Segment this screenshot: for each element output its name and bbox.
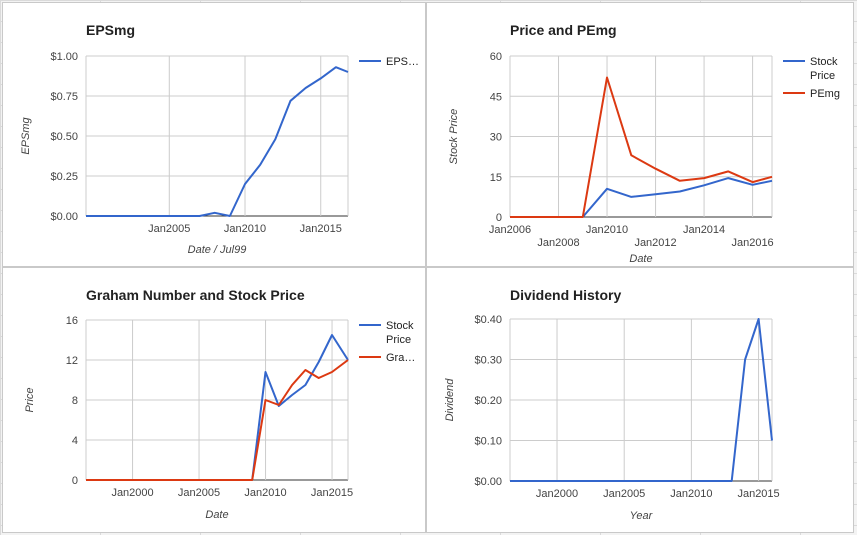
y-tick-label: $0.20 xyxy=(474,395,502,407)
series-line-stock-price xyxy=(510,177,773,218)
x-tick-label: Jan2010 xyxy=(586,224,628,236)
chart-svg: EPSmg $0.00 $0.25 $0.50 $0.75 $1.00 Jan2005 Jan… xyxy=(20,22,419,256)
chart-panel-price-pemg: Price and PEmg 0 15 30 45 60 Jan2006 Jan2008 Jan… xyxy=(426,2,854,267)
y-tick-label: 15 xyxy=(490,172,502,184)
y-tick-label: $0.25 xyxy=(50,171,78,183)
legend-label: Stock Price xyxy=(810,56,838,82)
chart-panel-dividend-history: Dividend History $0.00 $0.10 $0.20 $0.30 $0.4… xyxy=(426,267,854,533)
y-tick-label: $1.00 xyxy=(50,51,78,63)
chart-svg: Price and PEmg 0 15 30 45 60 Jan2006 Jan2008 Jan… xyxy=(448,22,840,265)
x-tick-label: Jan2016 xyxy=(731,237,773,249)
y-tick-label: 4 xyxy=(72,435,78,447)
legend-label: PEmg xyxy=(810,88,840,100)
y-axis-label: EPSmg xyxy=(20,116,32,154)
x-tick-label: Jan2010 xyxy=(224,223,266,235)
x-tick-label: Jan2015 xyxy=(311,487,353,499)
y-tick-label: 12 xyxy=(66,355,78,367)
y-tick-label: $0.30 xyxy=(474,355,502,367)
x-axis-label: Date / Jul99 xyxy=(188,244,247,256)
chart-svg: Dividend History $0.00 $0.10 $0.20 $0.30 $0.4… xyxy=(444,287,780,522)
x-tick-label: Jan2006 xyxy=(489,224,531,236)
chart-title: Price and PEmg xyxy=(510,22,617,38)
chart-svg: Graham Number and Stock Price 0 4 8 12 16 Jan2… xyxy=(24,287,415,521)
x-tick-label: Jan2012 xyxy=(634,237,676,249)
legend-label: Gra… xyxy=(386,352,415,364)
series-line-series-0 xyxy=(510,318,773,482)
x-tick-label: Jan2005 xyxy=(603,488,645,500)
x-tick-label: Jan2000 xyxy=(111,487,153,499)
chart-title: EPSmg xyxy=(86,22,135,38)
series-line-eps xyxy=(86,66,349,217)
y-tick-label: $0.50 xyxy=(50,131,78,143)
x-tick-label: Jan2015 xyxy=(737,488,779,500)
y-tick-label: 30 xyxy=(490,132,502,144)
x-tick-label: Jan2010 xyxy=(244,487,286,499)
y-tick-label: $0.40 xyxy=(474,314,502,326)
y-tick-label: $0.00 xyxy=(474,476,502,488)
x-tick-label: Jan2005 xyxy=(148,223,190,235)
y-tick-label: 45 xyxy=(490,91,502,103)
chart-title: Dividend History xyxy=(510,287,621,303)
y-axis-label: Dividend xyxy=(444,378,456,422)
y-tick-label: $0.75 xyxy=(50,91,78,103)
x-tick-label: Jan2010 xyxy=(670,488,712,500)
y-tick-label: $0.00 xyxy=(50,211,78,223)
y-tick-label: 0 xyxy=(496,212,502,224)
chart-panel-graham-number: Graham Number and Stock Price 0 4 8 12 16 Jan2… xyxy=(2,267,426,533)
chart-title: Graham Number and Stock Price xyxy=(86,287,305,303)
series-line-pemg xyxy=(510,76,773,218)
x-axis-label: Date xyxy=(629,253,652,265)
y-tick-label: 8 xyxy=(72,395,78,407)
x-axis-label: Date xyxy=(205,509,228,521)
x-tick-label: Jan2014 xyxy=(683,224,725,236)
y-tick-label: 60 xyxy=(490,51,502,63)
y-tick-label: $0.10 xyxy=(474,436,502,448)
y-tick-label: 0 xyxy=(72,475,78,487)
series-line-gra xyxy=(86,359,349,481)
y-tick-label: 16 xyxy=(66,315,78,327)
x-tick-label: Jan2008 xyxy=(537,237,579,249)
x-axis-label: Year xyxy=(630,510,654,522)
y-axis-label: Price xyxy=(24,387,36,412)
legend-label: EPS… xyxy=(386,56,419,68)
y-axis-label: Stock Price xyxy=(448,109,460,165)
x-tick-label: Jan2005 xyxy=(178,487,220,499)
legend-label: Stock Price xyxy=(386,320,414,346)
x-tick-label: Jan2015 xyxy=(300,223,342,235)
chart-panel-epsmg: EPSmg $0.00 $0.25 $0.50 $0.75 $1.00 Jan2005 Jan… xyxy=(2,2,426,267)
series-line-stock-price xyxy=(86,334,349,481)
x-tick-label: Jan2000 xyxy=(536,488,578,500)
